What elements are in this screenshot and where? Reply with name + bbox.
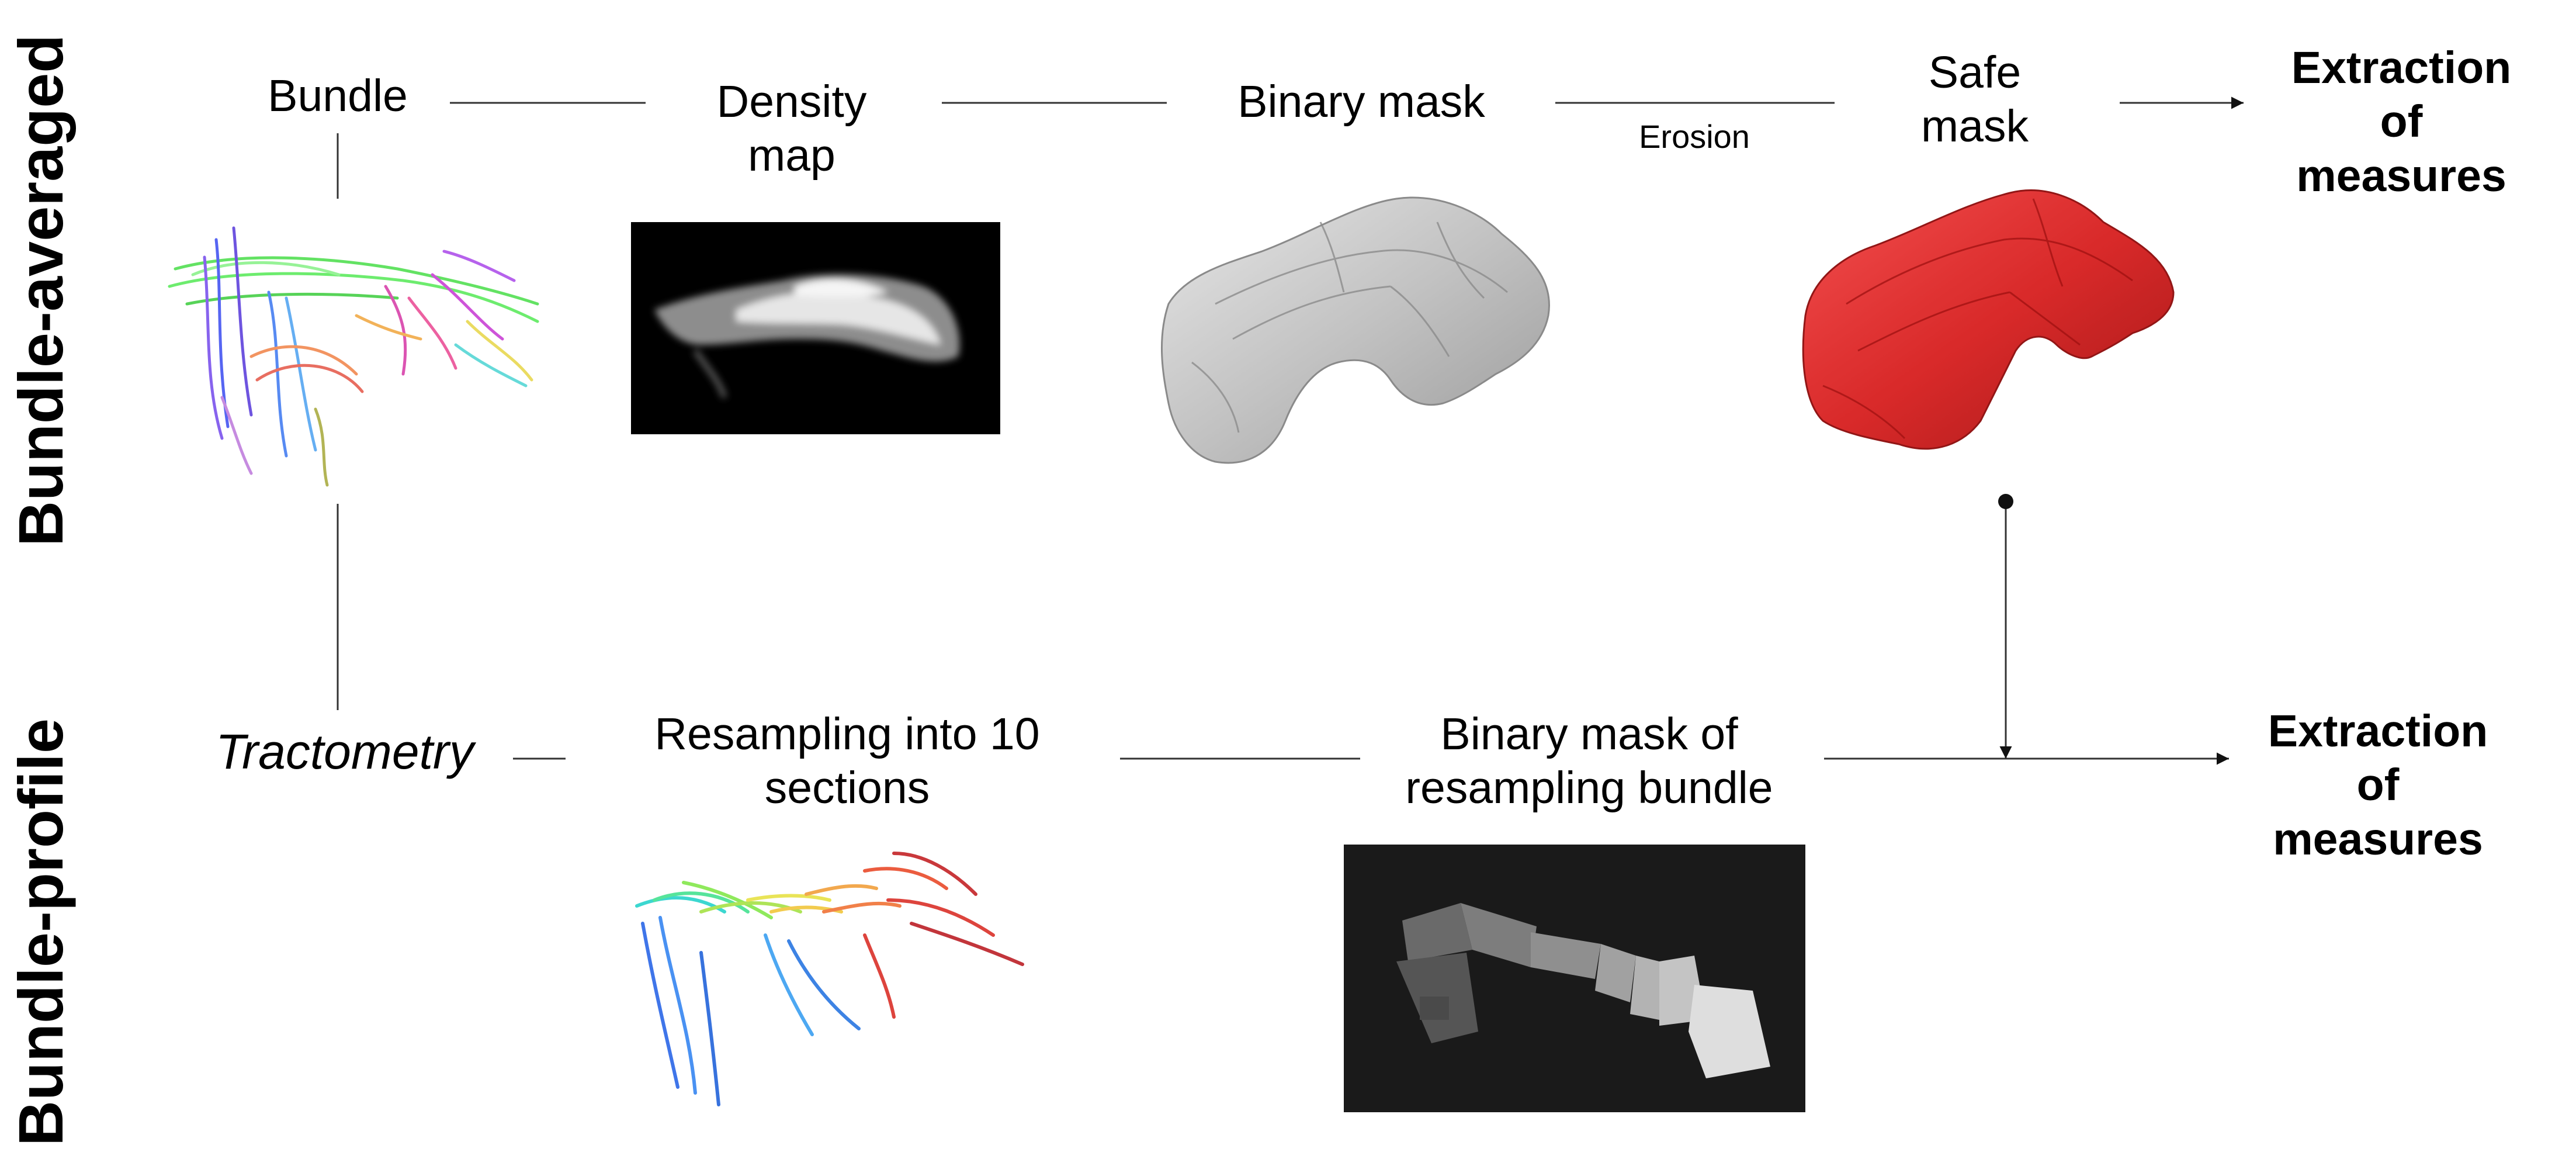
label-bundle: Bundle <box>268 71 408 121</box>
bundle-tractography-image <box>168 226 539 487</box>
label-resampling: Resampling into 10 sections <box>654 709 1040 814</box>
binary-mask-image <box>1160 196 1550 464</box>
label-density-map: Density map <box>716 77 867 181</box>
label-binary-mask-resampling: Binary mask of resampling bundle <box>1405 709 1773 814</box>
label-extraction-top: Extraction of measures <box>2291 43 2512 201</box>
resampled-bundle-image <box>635 852 1024 1106</box>
label-binary-mask: Binary mask <box>1237 77 1485 127</box>
label-safe-mask: Safe mask <box>1921 47 2029 152</box>
junction-dot <box>1998 494 2013 509</box>
density-map-image <box>631 222 1000 434</box>
safe-mask-image <box>1802 189 2175 450</box>
section-mask-image <box>1344 845 1805 1112</box>
label-extraction-bottom: Extraction of measures <box>2268 706 2488 864</box>
label-tractometry: Tractometry <box>216 724 474 779</box>
label-erosion: Erosion <box>1639 118 1750 155</box>
